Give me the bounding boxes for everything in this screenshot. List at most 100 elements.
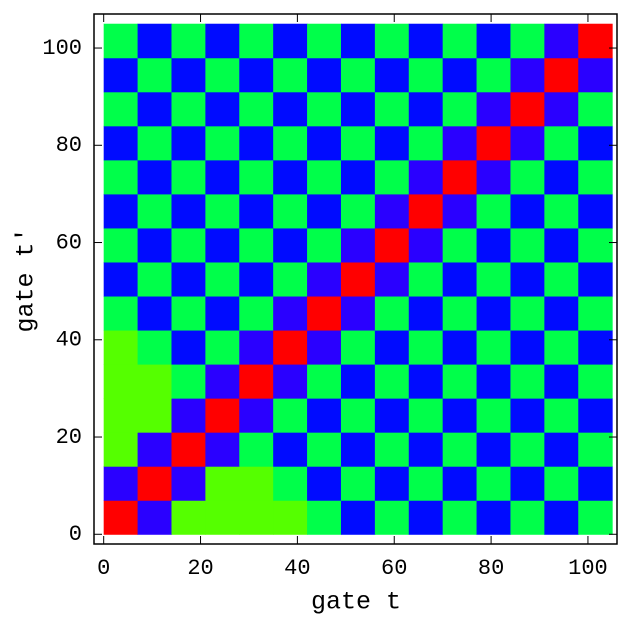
heatmap-cell — [103, 500, 139, 535]
heatmap-cell — [137, 500, 172, 535]
heatmap-cell — [442, 261, 478, 297]
heatmap-cell — [307, 364, 342, 399]
heatmap-cell — [476, 159, 511, 195]
heatmap-cell — [103, 193, 139, 229]
heatmap-cell — [340, 466, 376, 501]
heatmap-cell — [205, 193, 240, 229]
heatmap-cell — [273, 125, 308, 161]
heatmap-cell — [103, 364, 139, 399]
heatmap-cell — [442, 500, 478, 535]
heatmap-cell — [205, 500, 240, 535]
heatmap-cell — [171, 500, 206, 535]
heatmap-cell — [374, 23, 410, 59]
heatmap-cell — [544, 227, 579, 263]
heatmap-cell — [103, 330, 139, 365]
heatmap-cell — [307, 91, 342, 127]
heatmap-cell — [137, 227, 172, 263]
heatmap-cell — [578, 432, 613, 467]
heatmap-cell — [408, 500, 444, 535]
heatmap-cell — [205, 261, 240, 297]
heatmap-cell — [273, 296, 308, 331]
heatmap-cell — [340, 125, 376, 161]
heatmap-cell — [340, 91, 376, 127]
heatmap-cell — [239, 500, 274, 535]
heatmap-cell — [544, 91, 579, 127]
heatmap-cell — [103, 91, 139, 127]
heatmap-cell — [137, 398, 172, 433]
heatmap-cell — [578, 500, 613, 535]
heatmap-cell — [374, 91, 410, 127]
heatmap-cell — [273, 364, 308, 399]
heatmap-cell — [476, 330, 511, 365]
heatmap-cell — [171, 330, 206, 365]
heatmap-cell — [307, 261, 342, 297]
heatmap-cell — [273, 500, 308, 535]
heatmap-cell — [408, 227, 444, 263]
heatmap-cell — [476, 398, 511, 433]
heatmap-cell — [137, 125, 172, 161]
heatmap-cell — [408, 57, 444, 93]
heatmap-cell — [340, 398, 376, 433]
heatmap-cell — [442, 193, 478, 229]
heatmap-cell — [374, 159, 410, 195]
heatmap-cell — [408, 364, 444, 399]
heatmap-cell — [442, 57, 478, 93]
heatmap-cell — [103, 227, 139, 263]
heatmap-cell — [340, 500, 376, 535]
heatmap-cell — [578, 91, 613, 127]
heatmap-cell — [307, 159, 342, 195]
heatmap-cell — [442, 91, 478, 127]
heatmap-cell — [307, 330, 342, 365]
heatmap-cell — [340, 296, 376, 331]
heatmap-cell — [374, 500, 410, 535]
heatmap-cell — [239, 261, 274, 297]
heatmap-cell — [307, 23, 342, 59]
heatmap-cell — [205, 227, 240, 263]
x-tick-label: 60 — [381, 556, 407, 581]
heatmap-cell — [578, 296, 613, 331]
x-tick-label: 80 — [478, 556, 504, 581]
heatmap-cell — [578, 398, 613, 433]
heatmap-cell — [510, 227, 545, 263]
heatmap-cell — [205, 398, 240, 433]
heatmap-cell — [578, 261, 613, 297]
heatmap-cell — [374, 193, 410, 229]
heatmap-cell — [578, 466, 613, 501]
heatmap-cell — [171, 125, 206, 161]
x-tick-label: 100 — [568, 556, 608, 581]
heatmap-cell — [510, 330, 545, 365]
heatmap-cell — [239, 432, 274, 467]
heatmap-cell — [578, 57, 613, 93]
heatmap-cell — [408, 398, 444, 433]
heatmap-cell — [340, 432, 376, 467]
heatmap-cell — [239, 193, 274, 229]
heatmap-cell — [340, 193, 376, 229]
heatmap-cell — [578, 193, 613, 229]
heatmap-cell — [544, 57, 579, 93]
heatmap-cell — [408, 91, 444, 127]
heatmap-cell — [307, 432, 342, 467]
y-tick-label: 100 — [42, 36, 82, 61]
heatmap-cell — [307, 227, 342, 263]
heatmap-cell — [476, 23, 511, 59]
heatmap-cell — [408, 23, 444, 59]
heatmap-cell — [137, 296, 172, 331]
heatmap-cell — [273, 23, 308, 59]
heatmap-cell — [103, 296, 139, 331]
heatmap-cell — [205, 125, 240, 161]
heatmap-cell — [171, 261, 206, 297]
heatmap-cell — [408, 466, 444, 501]
heatmap-cell — [374, 364, 410, 399]
heatmap-cell — [442, 330, 478, 365]
heatmap-cell — [171, 193, 206, 229]
heatmap-cell — [103, 261, 139, 297]
heatmap-cell — [239, 227, 274, 263]
heatmap-cell — [239, 57, 274, 93]
heatmap-cell — [239, 159, 274, 195]
heatmap-cell — [442, 227, 478, 263]
heatmap-cell — [205, 159, 240, 195]
heatmap-cell — [510, 432, 545, 467]
heatmap-cell — [408, 432, 444, 467]
heatmap-cell — [408, 125, 444, 161]
heatmap-cell — [239, 364, 274, 399]
